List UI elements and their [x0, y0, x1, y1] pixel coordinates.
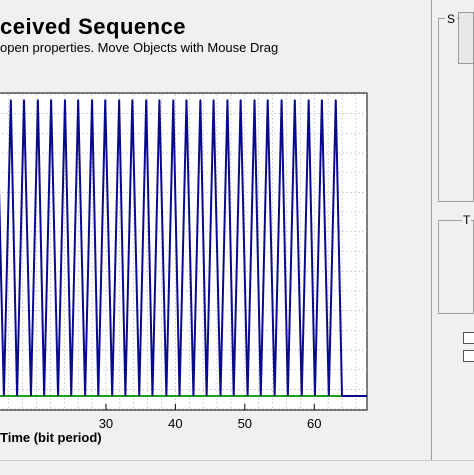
signal-peak-point [145, 99, 148, 101]
x-axis-label: Time (bit period) [0, 430, 102, 445]
signal-peak-point [50, 99, 52, 101]
signal-peak-point [172, 99, 175, 101]
tick-marks [105, 404, 315, 410]
option-checkbox-1[interactable] [463, 332, 474, 344]
signal-peak-point [334, 99, 337, 101]
signal-peak-point [37, 99, 39, 101]
x-tick-label: 30 [98, 416, 114, 431]
signal-peak-point [226, 99, 229, 101]
signal-series-line [0, 99, 367, 397]
signal-layer [0, 99, 367, 397]
signal-peak-point [321, 99, 323, 101]
plot-panel: ceived Sequence open properties. Move Ob… [0, 0, 432, 460]
signal-peak-point [212, 99, 215, 101]
signal-peak-point [266, 99, 269, 101]
signal-peak-point [280, 99, 283, 101]
x-tick-label: 40 [168, 416, 183, 431]
option-checkbox-2[interactable] [463, 350, 474, 362]
signal-peak-point [77, 99, 79, 101]
side-group-box-2 [438, 220, 474, 314]
x-tick-label: 60 [306, 416, 322, 431]
side-scroll-button[interactable] [458, 12, 474, 64]
signal-peak-point [91, 99, 93, 101]
signal-peak-point [131, 99, 134, 101]
x-tick-label: 50 [237, 416, 253, 431]
status-strip [0, 460, 474, 475]
signal-peak-point [10, 99, 12, 101]
signal-peak-point [23, 99, 25, 101]
signal-peak-point [118, 99, 120, 101]
signal-peak-point [64, 99, 66, 101]
signal-peak-point [307, 99, 310, 101]
signal-peak-point [253, 99, 256, 101]
signal-peak-point [199, 99, 202, 101]
signal-peak-point [239, 99, 242, 101]
signal-peak-point [104, 99, 107, 101]
side-panel [432, 0, 474, 474]
signal-peak-point [158, 99, 161, 101]
signal-peak-point [185, 99, 188, 101]
side-group2-label: T [462, 213, 472, 227]
instruction-hint: open properties. Move Objects with Mouse… [0, 40, 279, 55]
signal-peak-point [293, 99, 296, 101]
plot-title: ceived Sequence [0, 14, 187, 39]
side-group-label: S [445, 12, 458, 26]
sequence-plot[interactable] [0, 0, 431, 460]
